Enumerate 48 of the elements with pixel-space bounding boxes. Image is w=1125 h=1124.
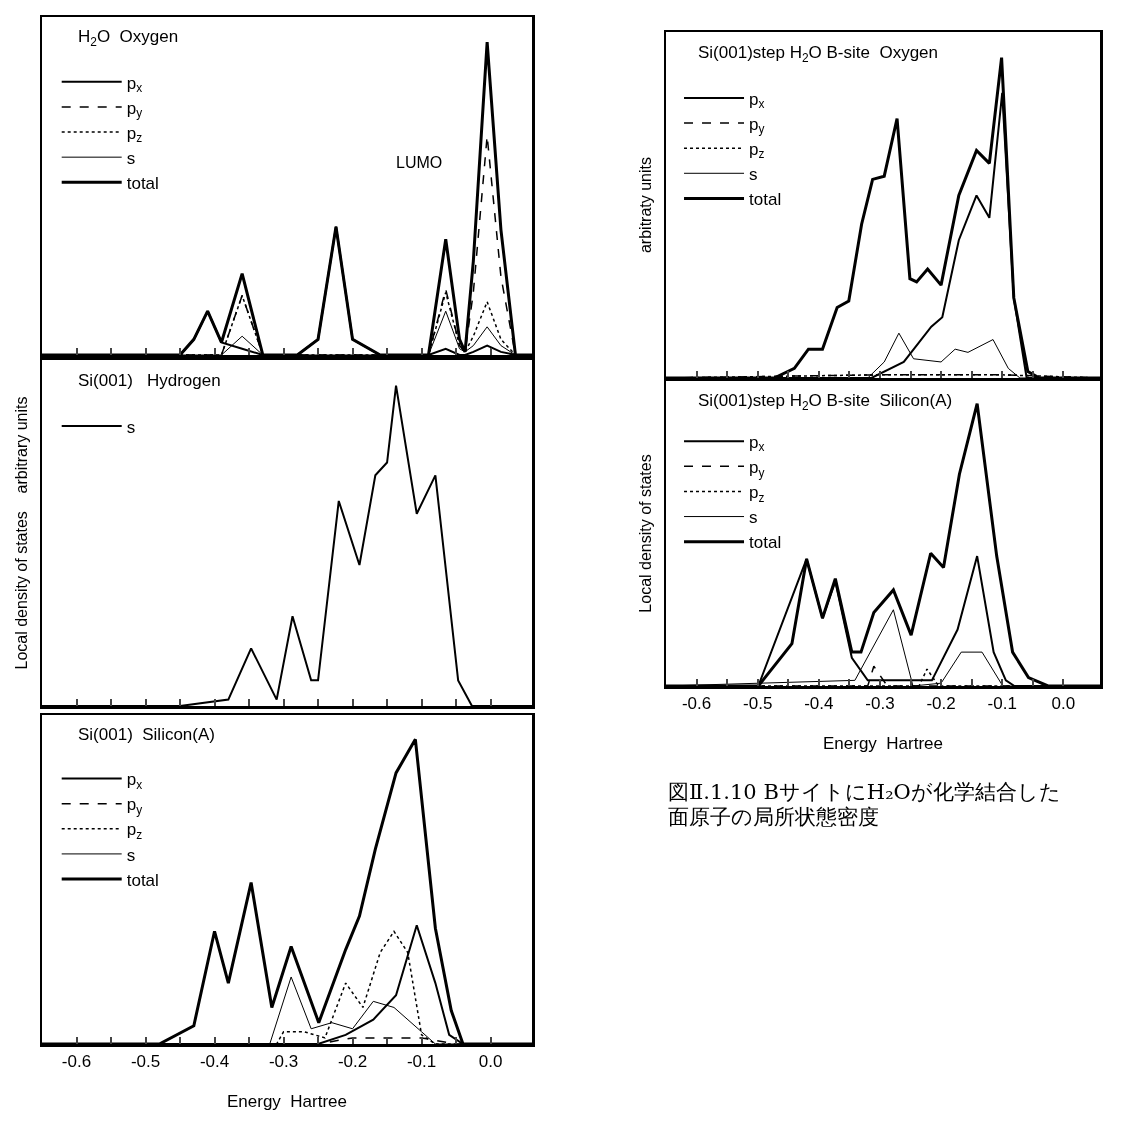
text: 面原子の局所状態密度 bbox=[668, 805, 879, 829]
legend-label: total bbox=[126, 870, 159, 890]
x-tick-label: -0.4 bbox=[199, 1051, 230, 1071]
legend-label: p$_{y}$ bbox=[126, 795, 143, 817]
x-tick-label: -0.3 bbox=[268, 1051, 299, 1071]
legend-label: p$_{z}$ bbox=[749, 139, 765, 162]
y-axis-title: Local density of states bbox=[637, 454, 655, 613]
legend-label: s bbox=[749, 508, 758, 528]
y-axis-title: arbitraty units bbox=[637, 156, 655, 254]
x-tick-label: -0.1 bbox=[987, 693, 1017, 713]
annotation: LUMO bbox=[396, 154, 443, 171]
legend-label: p$_{z}$ bbox=[749, 483, 765, 505]
legend-label: total bbox=[126, 173, 159, 193]
legend-label: p$_{x}$ bbox=[126, 770, 143, 792]
x-tick-label: -0.4 bbox=[804, 693, 834, 713]
legend-label: s bbox=[749, 164, 758, 184]
legend-label: s bbox=[126, 148, 136, 168]
x-tick-label: -0.5 bbox=[130, 1051, 161, 1071]
x-tick-label: 0.0 bbox=[478, 1051, 503, 1071]
x-axis-title: Energy Hartree bbox=[823, 733, 943, 753]
legend-label: s bbox=[126, 417, 136, 437]
x-tick-label: -0.1 bbox=[406, 1051, 437, 1071]
legend-label: p$_{y}$ bbox=[749, 457, 765, 480]
legend-label: p$_{y}$ bbox=[126, 98, 143, 121]
x-axis-title: Energy Hartree bbox=[227, 1091, 347, 1111]
chart-title: Si(001)step H$_{2}$O B-site Silicon(A) bbox=[698, 391, 953, 413]
legend-label: p$_{y}$ bbox=[749, 114, 765, 137]
chart-title: Si(001) Silicon(A) bbox=[78, 725, 215, 744]
x-tick-label: -0.3 bbox=[865, 693, 895, 713]
x-tick-label: -0.2 bbox=[926, 693, 956, 713]
text: 図Ⅱ.1.10 BサイトにH₂Oが化学結合した bbox=[668, 780, 1061, 804]
legend-label: p$_{x}$ bbox=[749, 89, 765, 112]
x-tick-label: -0.5 bbox=[743, 693, 773, 713]
y-axis-title: Local density of states arbitrary units bbox=[13, 396, 31, 670]
legend-label: p$_{x}$ bbox=[126, 73, 143, 96]
chart-title: H$_{2}$O Oxygen bbox=[78, 27, 179, 49]
legend-label: total bbox=[749, 190, 782, 210]
x-tick-label: -0.6 bbox=[61, 1051, 92, 1071]
legend-label: p$_{z}$ bbox=[126, 820, 143, 843]
legend-label: total bbox=[749, 533, 782, 553]
x-tick-label: -0.6 bbox=[681, 693, 712, 713]
legend-label: p$_{z}$ bbox=[126, 123, 143, 146]
x-tick-label: 0.0 bbox=[1051, 693, 1076, 713]
chart-title: Si(001) Hydrogen bbox=[78, 371, 221, 390]
x-tick-label: -0.2 bbox=[337, 1051, 368, 1071]
legend-label: p$_{x}$ bbox=[749, 432, 765, 455]
chart-title: Si(001)step H$_{2}$O B-site Oxygen bbox=[698, 43, 938, 65]
legend-label: s bbox=[126, 845, 136, 865]
